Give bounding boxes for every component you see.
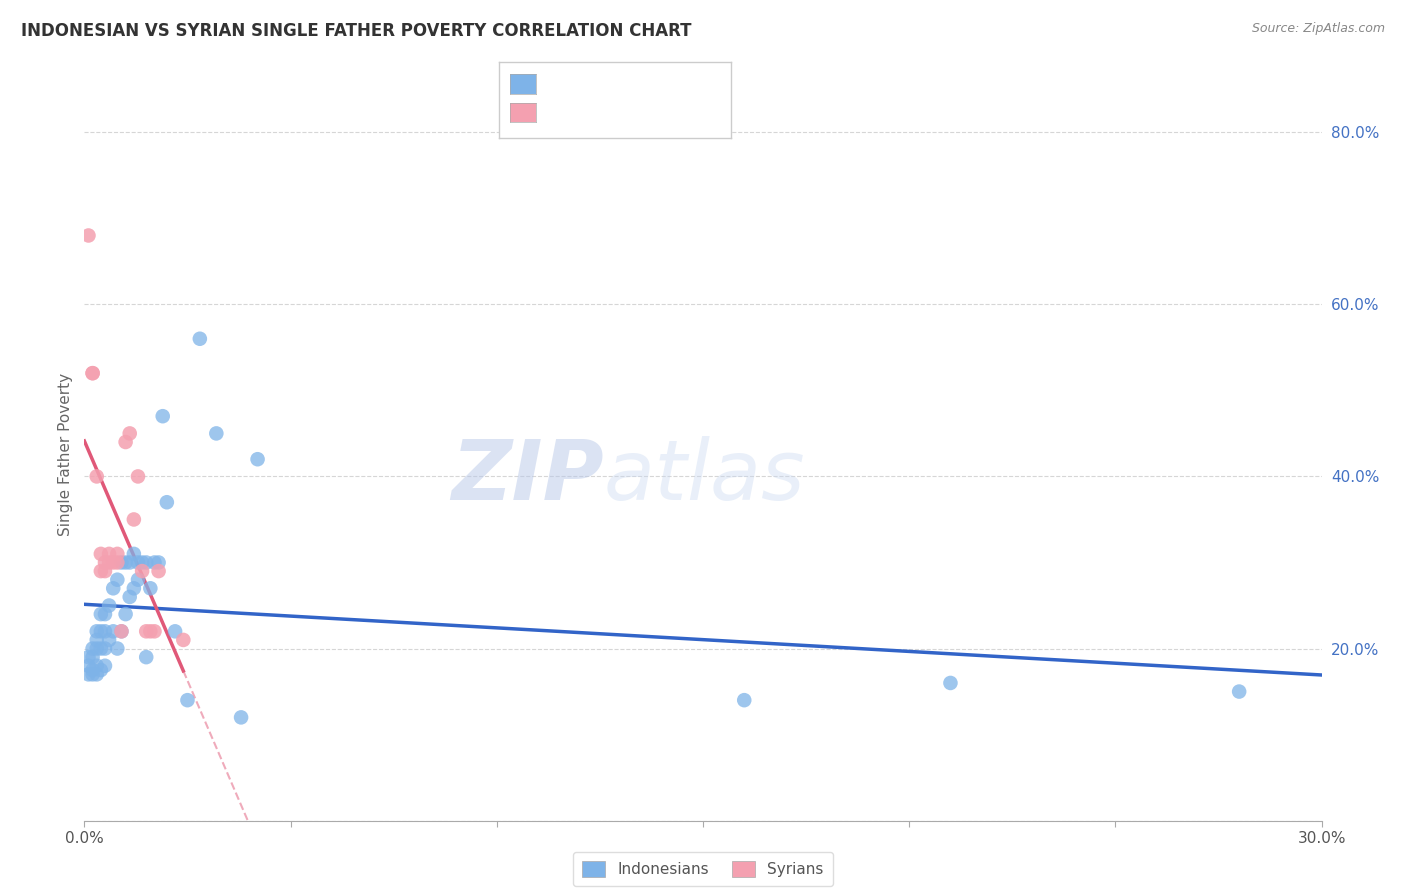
Text: Source: ZipAtlas.com: Source: ZipAtlas.com [1251,22,1385,36]
Point [205,426,228,441]
Legend: Indonesians, Syrians: Indonesians, Syrians [574,852,832,886]
Point [94,658,117,673]
Text: atlas: atlas [605,436,806,517]
Point [86,469,108,483]
Point [135,650,157,665]
Point [98,599,121,613]
Point [103,556,125,570]
Point [246,452,269,467]
Text: INDONESIAN VS SYRIAN SINGLE FATHER POVERTY CORRELATION CHART: INDONESIAN VS SYRIAN SINGLE FATHER POVER… [21,22,692,40]
Point [122,547,145,561]
Point [127,556,149,570]
Point [98,632,121,647]
Point [131,556,153,570]
Point [110,624,132,639]
Point [86,632,108,647]
Point [143,624,166,639]
Point [94,564,117,578]
Point [98,556,121,570]
Point [94,607,117,621]
Point [90,663,112,677]
Point [103,582,125,596]
Point [82,663,104,677]
Point [82,366,104,380]
Point [143,556,166,570]
Point [86,658,108,673]
Text: N =: N = [626,77,659,91]
Point [188,332,211,346]
Point [94,624,117,639]
Point [105,556,128,570]
Point [131,564,153,578]
Point [118,590,141,604]
Text: 24: 24 [658,105,679,120]
Point [77,228,100,243]
Point [86,667,108,681]
Point [939,676,962,690]
Point [94,556,117,570]
Text: R =: R = [541,77,575,91]
Point [114,607,136,621]
Point [118,556,141,570]
Point [148,556,170,570]
Point [90,547,112,561]
Point [90,564,112,578]
Text: R =: R = [541,105,575,120]
Point [105,573,128,587]
Point [82,667,104,681]
Point [148,564,170,578]
Point [139,582,162,596]
Point [156,495,179,509]
Point [733,693,755,707]
Point [103,624,125,639]
Point [77,650,100,665]
Point [122,512,145,526]
Point [127,469,149,483]
Y-axis label: Single Father Poverty: Single Father Poverty [58,374,73,536]
Point [98,547,121,561]
Point [135,624,157,639]
Point [118,426,141,441]
Text: 0.121: 0.121 [576,77,624,91]
Point [114,435,136,450]
Point [82,641,104,656]
Point [90,607,112,621]
Point [77,667,100,681]
Point [139,624,162,639]
Point [86,624,108,639]
Point [165,624,187,639]
Text: 0.239: 0.239 [576,105,624,120]
Point [105,641,128,656]
Point [86,641,108,656]
Point [77,658,100,673]
Point [229,710,252,724]
Point [114,556,136,570]
Point [127,573,149,587]
Point [176,693,198,707]
Point [82,650,104,665]
Point [122,582,145,596]
Point [152,409,174,424]
Text: N =: N = [626,105,659,120]
Point [110,624,132,639]
Point [82,366,104,380]
Point [135,556,157,570]
Point [94,641,117,656]
Point [105,547,128,561]
Point [90,641,112,656]
Text: ZIP: ZIP [451,436,605,517]
Point [90,624,112,639]
Point [1227,684,1250,698]
Point [110,556,132,570]
Point [172,632,194,647]
Text: 53: 53 [658,77,679,91]
